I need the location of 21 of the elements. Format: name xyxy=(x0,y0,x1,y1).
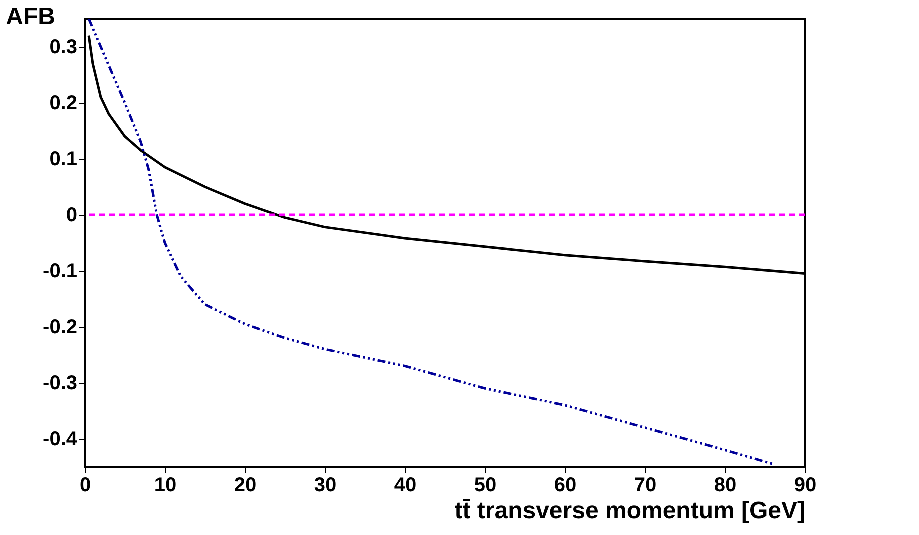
x-tick-label: 80 xyxy=(714,474,737,496)
x-tick-label: 50 xyxy=(474,474,497,496)
y-tick-label: -0.4 xyxy=(43,428,78,450)
x-tick-label: 60 xyxy=(554,474,577,496)
x-tick-label: 70 xyxy=(634,474,657,496)
y-tick-label: 0 xyxy=(66,204,78,226)
line-series xyxy=(88,19,774,466)
y-axis-title: AFB xyxy=(6,4,56,30)
y-tick-label: 0.3 xyxy=(50,36,78,58)
y-tick-label: 0.1 xyxy=(50,148,78,170)
x-axis-title: tt̄ transverse momentum [GeV] xyxy=(454,498,806,524)
x-tick-label: 0 xyxy=(80,474,92,496)
y-tick-label: 0.2 xyxy=(50,92,78,114)
x-tick-label: 90 xyxy=(794,474,817,496)
x-tick-label: 10 xyxy=(154,474,177,496)
y-tick-label: -0.1 xyxy=(43,260,78,282)
x-tick-label: 40 xyxy=(394,474,417,496)
y-tick-label: -0.2 xyxy=(43,316,78,338)
x-tick-label: 20 xyxy=(234,474,257,496)
y-tick-label: -0.3 xyxy=(43,372,78,394)
x-tick-label: 30 xyxy=(314,474,337,496)
